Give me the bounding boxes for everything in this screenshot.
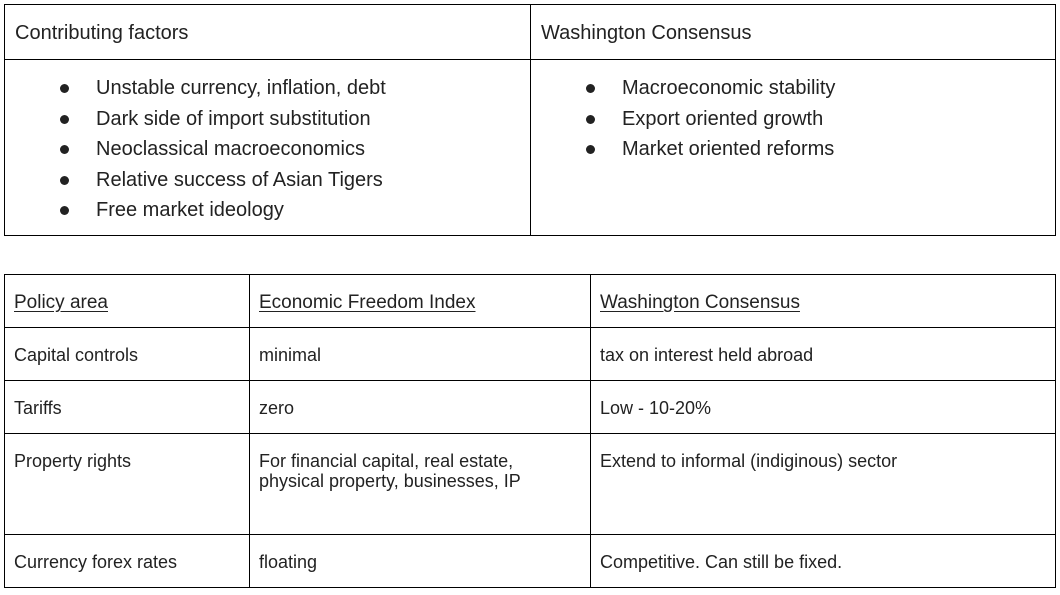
factors-table: Contributing factors Washington Consensu…	[4, 4, 1056, 236]
washington-consensus-list: Macroeconomic stability Export oriented …	[541, 73, 1045, 165]
table-row: Capital controls minimal tax on interest…	[4, 327, 1056, 381]
table-row: Property rights For financial capital, r…	[4, 433, 1056, 535]
economic-freedom-cell: For financial capital, real estate, phys…	[249, 433, 591, 535]
factors-body-row: Unstable currency, inflation, debt Dark …	[4, 59, 1056, 236]
washington-consensus-cell: Competitive. Can still be fixed.	[590, 534, 1056, 588]
header-washington-consensus: Washington Consensus	[530, 4, 1056, 60]
factors-header-row: Contributing factors Washington Consensu…	[4, 4, 1056, 60]
header-economic-freedom-index: Economic Freedom Index	[249, 274, 591, 328]
header-contributing-factors: Contributing factors	[4, 4, 531, 60]
list-item: Dark side of import substitution	[15, 104, 520, 135]
washington-consensus-cell: Low - 10-20%	[590, 380, 1056, 434]
policy-area-cell: Currency forex rates	[4, 534, 250, 588]
policy-area-cell: Tariffs	[4, 380, 250, 434]
economic-freedom-cell: floating	[249, 534, 591, 588]
list-item: Market oriented reforms	[541, 134, 1045, 165]
contributing-factors-list: Unstable currency, inflation, debt Dark …	[15, 73, 520, 226]
list-item: Export oriented growth	[541, 104, 1045, 135]
economic-freedom-cell: minimal	[249, 327, 591, 381]
list-item: Relative success of Asian Tigers	[15, 165, 520, 196]
washington-consensus-cell: Extend to informal (indiginous) sector	[590, 433, 1056, 535]
contributing-factors-cell: Unstable currency, inflation, debt Dark …	[4, 59, 531, 236]
list-item: Unstable currency, inflation, debt	[15, 73, 520, 104]
economic-freedom-cell: zero	[249, 380, 591, 434]
table-row: Tariffs zero Low - 10-20%	[4, 380, 1056, 434]
list-item: Free market ideology	[15, 195, 520, 226]
policy-table: Policy area Economic Freedom Index Washi…	[4, 274, 1056, 588]
table-row: Currency forex rates floating Competitiv…	[4, 534, 1056, 588]
policy-area-cell: Capital controls	[4, 327, 250, 381]
header-washington-consensus: Washington Consensus	[590, 274, 1056, 328]
washington-consensus-cell: Macroeconomic stability Export oriented …	[530, 59, 1056, 236]
policy-area-cell: Property rights	[4, 433, 250, 535]
list-item: Neoclassical macroeconomics	[15, 134, 520, 165]
header-policy-area: Policy area	[4, 274, 250, 328]
list-item: Macroeconomic stability	[541, 73, 1045, 104]
washington-consensus-cell: tax on interest held abroad	[590, 327, 1056, 381]
policy-header-row: Policy area Economic Freedom Index Washi…	[4, 274, 1056, 328]
